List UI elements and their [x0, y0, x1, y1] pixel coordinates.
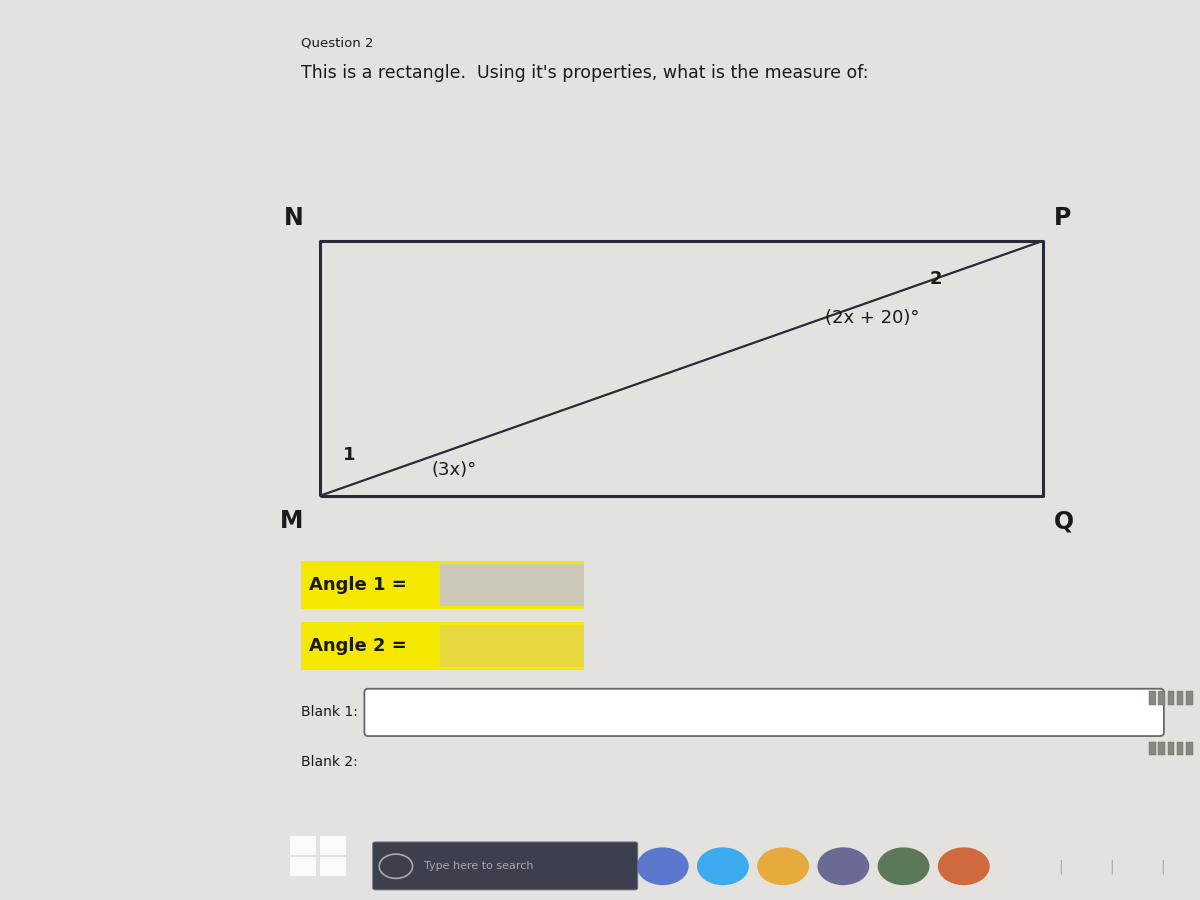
Text: P: P: [1054, 206, 1072, 230]
Text: Angle 2 =: Angle 2 =: [308, 637, 407, 655]
FancyBboxPatch shape: [373, 842, 637, 890]
Text: (3x)°: (3x)°: [431, 462, 476, 480]
Bar: [1150, 742, 1156, 755]
Text: M: M: [280, 509, 304, 534]
Circle shape: [938, 848, 990, 886]
FancyBboxPatch shape: [365, 688, 1164, 736]
Text: Type here to search: Type here to search: [424, 861, 533, 871]
Bar: [1158, 691, 1165, 705]
Text: Blank 1:: Blank 1:: [301, 706, 359, 719]
Bar: [301, 562, 584, 608]
Bar: [440, 625, 584, 667]
Text: 2: 2: [930, 270, 942, 288]
Bar: [301, 622, 584, 670]
Circle shape: [817, 848, 869, 886]
Circle shape: [877, 848, 930, 886]
Text: 1: 1: [343, 446, 356, 464]
Bar: [1186, 742, 1193, 755]
Bar: [290, 836, 317, 855]
Text: |: |: [1160, 859, 1165, 874]
Text: Blank 2:: Blank 2:: [301, 754, 358, 769]
Circle shape: [757, 848, 809, 886]
Bar: [320, 836, 346, 855]
Bar: [290, 858, 317, 877]
Text: |: |: [1110, 859, 1115, 874]
Text: This is a rectangle.  Using it's properties, what is the measure of:: This is a rectangle. Using it's properti…: [301, 64, 869, 82]
Bar: [1158, 742, 1165, 755]
Text: Q: Q: [1054, 509, 1074, 534]
Text: (2x + 20)°: (2x + 20)°: [824, 310, 919, 328]
Bar: [320, 858, 346, 877]
Bar: [1150, 691, 1156, 705]
Text: Angle 1 =: Angle 1 =: [308, 576, 407, 594]
Bar: [440, 564, 584, 606]
Bar: [1177, 742, 1183, 755]
Bar: [1177, 691, 1183, 705]
Text: |: |: [1058, 859, 1063, 874]
Bar: [1168, 742, 1174, 755]
Bar: [1168, 691, 1174, 705]
Circle shape: [637, 848, 689, 886]
Circle shape: [697, 848, 749, 886]
Bar: [1186, 691, 1193, 705]
Text: Question 2: Question 2: [301, 36, 374, 50]
Text: N: N: [283, 206, 304, 230]
